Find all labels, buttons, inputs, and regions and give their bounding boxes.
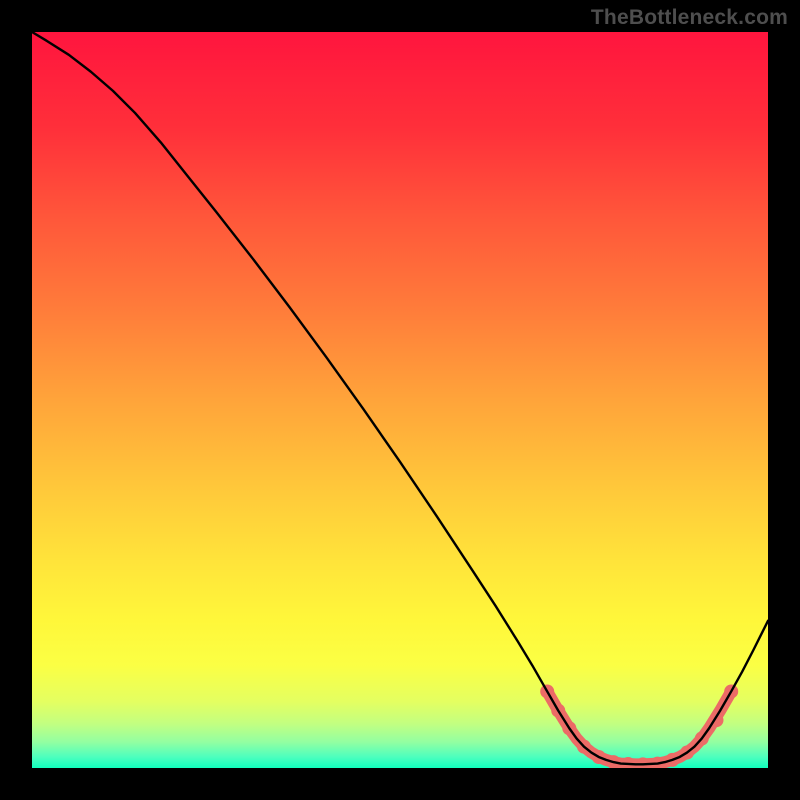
plot-area xyxy=(32,32,768,768)
chart-frame: { "watermark": { "text": "TheBottleneck.… xyxy=(0,0,800,800)
gradient-background xyxy=(32,32,768,768)
watermark-text: TheBottleneck.com xyxy=(591,6,788,30)
chart-svg xyxy=(32,32,768,768)
